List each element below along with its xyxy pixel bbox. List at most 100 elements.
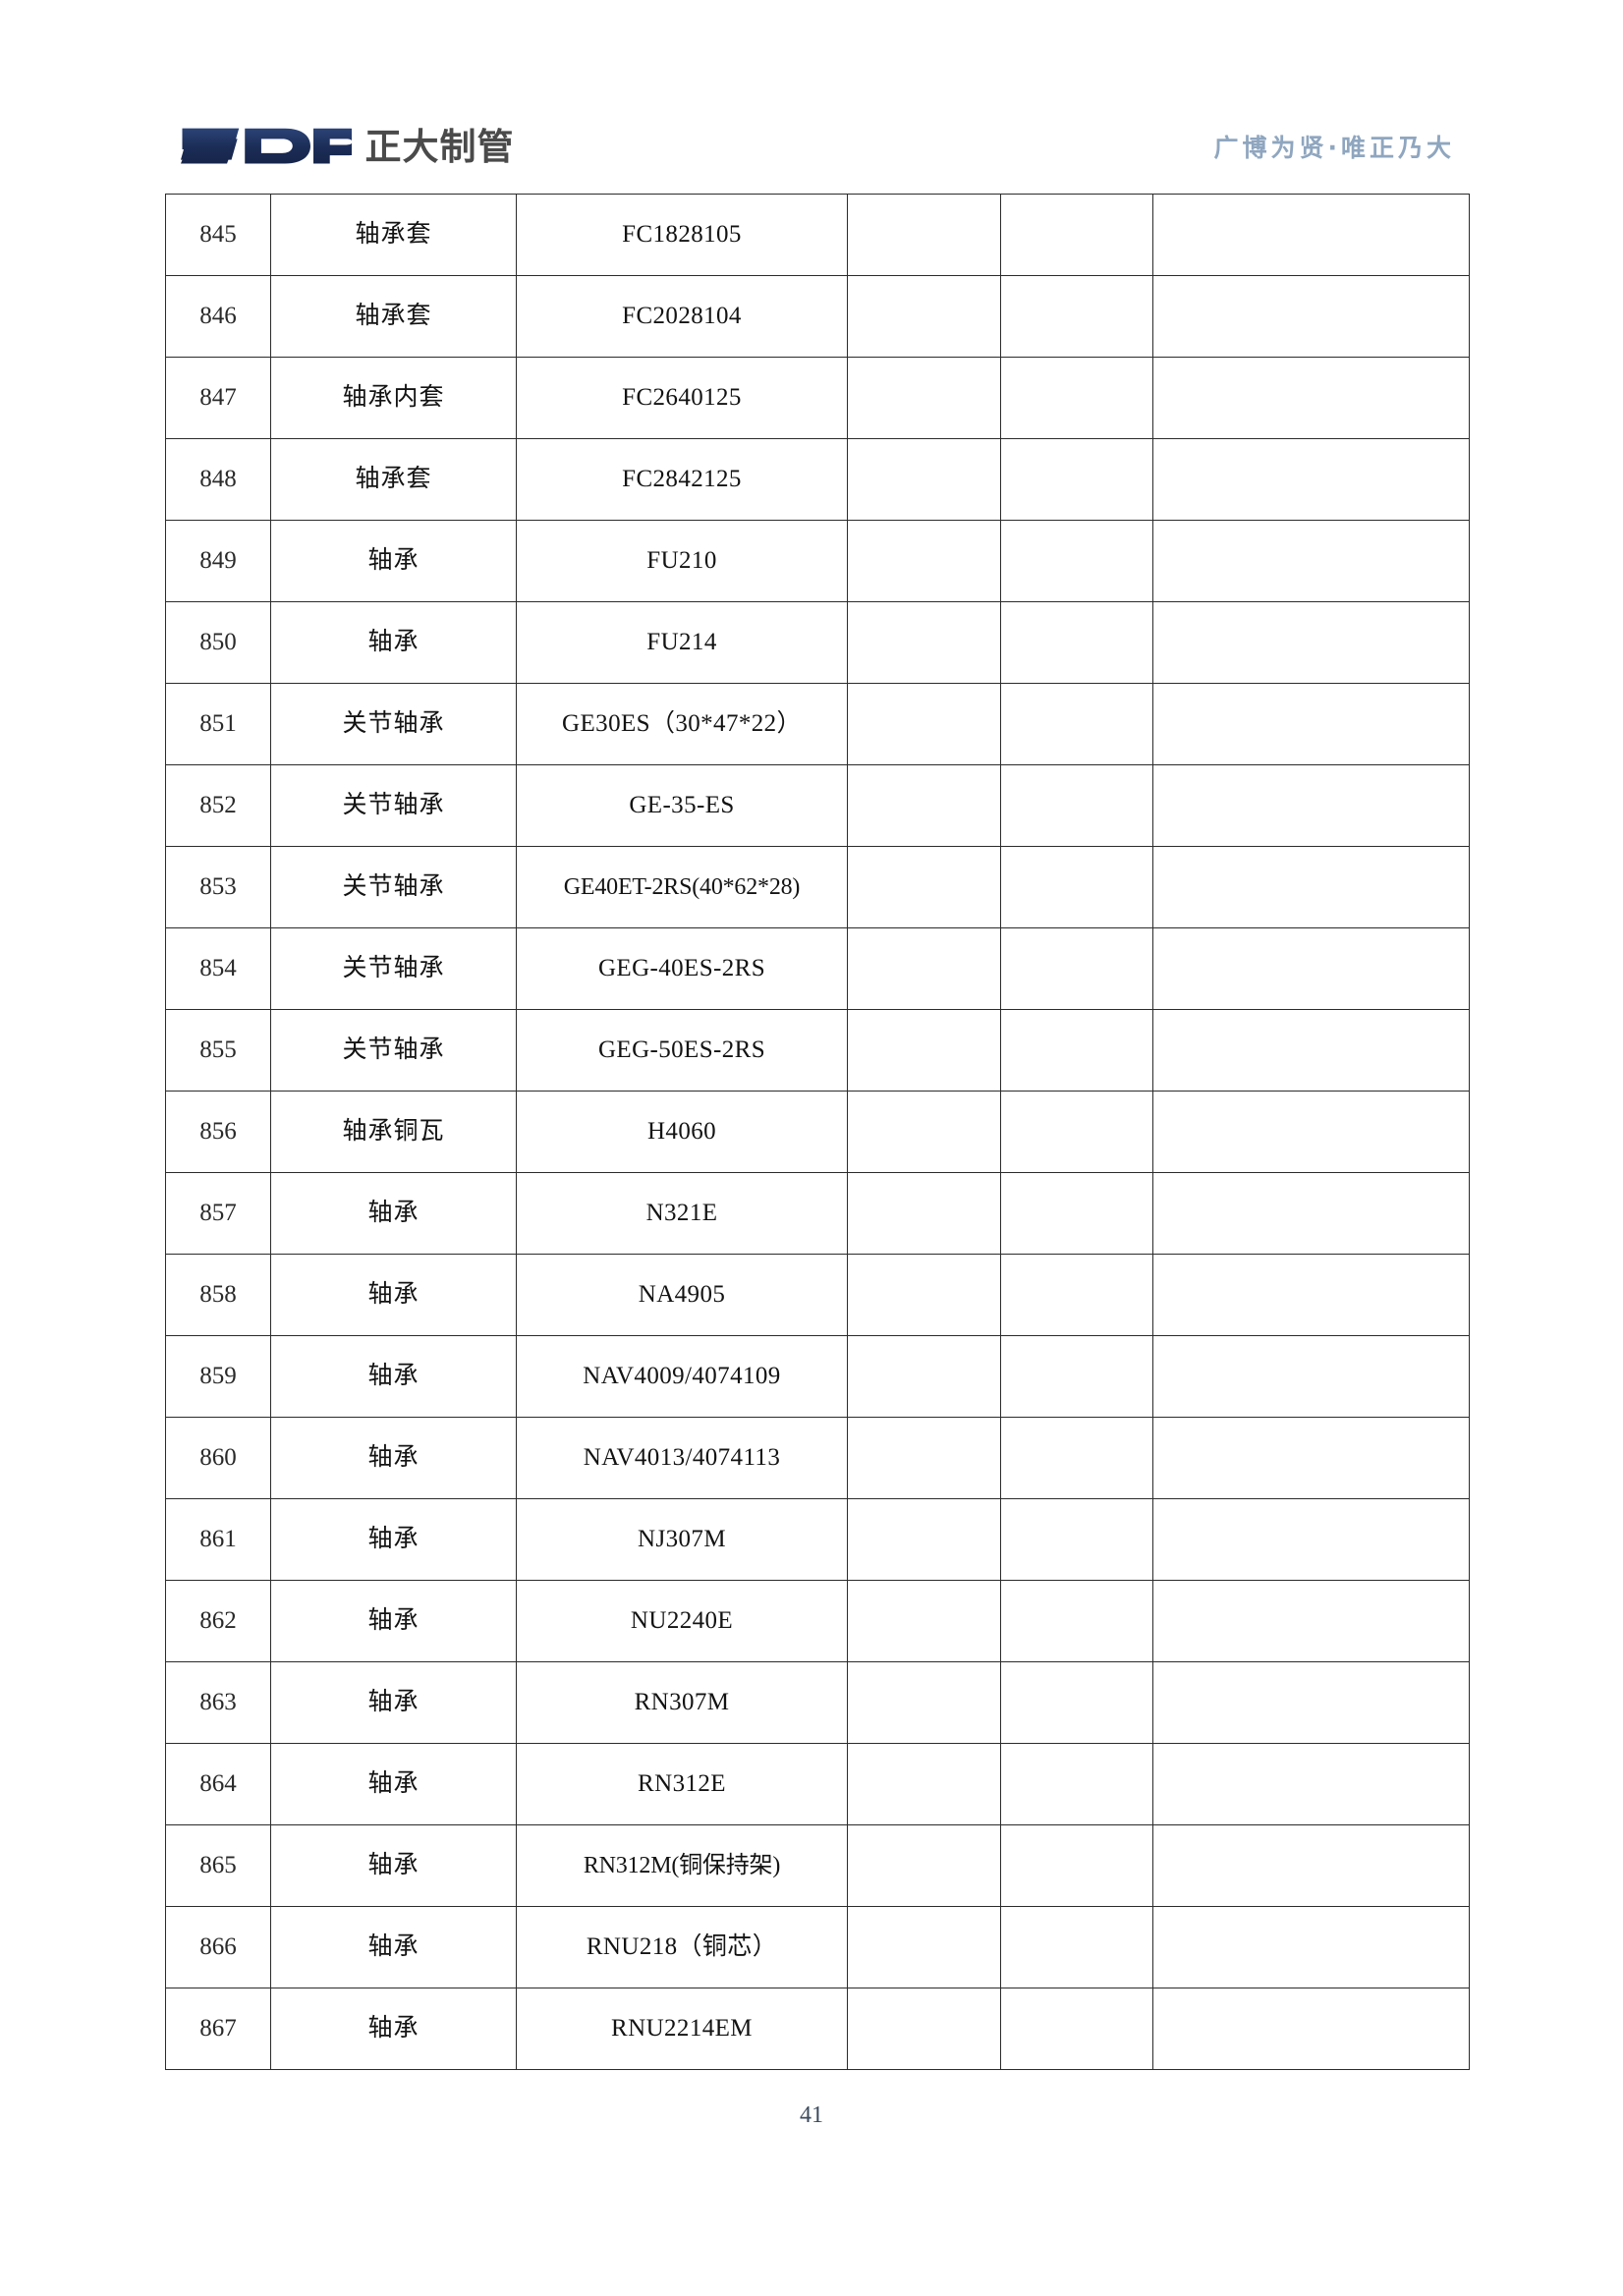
cell-empty-3 — [1152, 764, 1470, 847]
cell-empty-1 — [847, 194, 1001, 276]
cell-empty-2 — [1000, 1988, 1153, 2070]
cell-serial-number: 860 — [165, 1417, 271, 1499]
cell-part-name: 轴承套 — [270, 275, 517, 358]
part-model-text: FC1828105 — [622, 220, 742, 248]
part-name-text: 轴承 — [367, 2013, 420, 2043]
cell-empty-2 — [1000, 1172, 1153, 1255]
part-model-text: FU214 — [646, 628, 717, 655]
serial-number-text: 852 — [199, 791, 237, 818]
cell-part-model: NAV4013/4074113 — [516, 1417, 848, 1499]
part-model-text: N321E — [645, 1199, 718, 1226]
cell-serial-number: 852 — [165, 764, 271, 847]
table-row: 847 轴承内套 FC2640125 — [165, 357, 1470, 439]
cell-part-model: NA4905 — [516, 1254, 848, 1336]
part-name-text: 关节轴承 — [342, 871, 445, 901]
serial-number-text: 856 — [199, 1117, 237, 1145]
table-row: 857 轴承 N321E — [165, 1172, 1470, 1255]
cell-serial-number: 864 — [165, 1743, 271, 1825]
part-name-text: 关节轴承 — [342, 708, 445, 738]
serial-number-text: 866 — [199, 1932, 237, 1960]
cell-empty-1 — [847, 1172, 1001, 1255]
part-model-text: RNU2214EM — [611, 2014, 753, 2042]
cell-empty-3 — [1152, 846, 1470, 928]
cell-empty-1 — [847, 520, 1001, 602]
part-model-text: NA4905 — [638, 1280, 726, 1308]
cell-empty-1 — [847, 1988, 1001, 2070]
cell-part-name: 关节轴承 — [270, 846, 517, 928]
cell-empty-2 — [1000, 1091, 1153, 1173]
cell-empty-3 — [1152, 1091, 1470, 1173]
parts-table-container: 845 轴承套 FC1828105 846 轴承套 FC2028104 — [165, 194, 1470, 2070]
serial-number-text: 860 — [199, 1443, 237, 1471]
serial-number-text: 853 — [199, 872, 237, 900]
table-row: 852 关节轴承 GE-35-ES — [165, 764, 1470, 847]
table-row: 861 轴承 NJ307M — [165, 1498, 1470, 1581]
parts-table: 845 轴承套 FC1828105 846 轴承套 FC2028104 — [165, 194, 1470, 2070]
cell-empty-3 — [1152, 520, 1470, 602]
part-name-text: 轴承内套 — [342, 382, 445, 412]
part-model-text: NU2240E — [630, 1606, 734, 1634]
cell-empty-3 — [1152, 1009, 1470, 1092]
cell-part-model: FC2842125 — [516, 438, 848, 521]
cell-empty-3 — [1152, 1906, 1470, 1988]
cell-empty-2 — [1000, 1009, 1153, 1092]
cell-serial-number: 854 — [165, 927, 271, 1010]
table-row: 859 轴承 NAV4009/4074109 — [165, 1335, 1470, 1418]
part-model-text: FC2842125 — [622, 465, 742, 492]
cell-part-model: GEG-50ES-2RS — [516, 1009, 848, 1092]
table-row: 846 轴承套 FC2028104 — [165, 275, 1470, 358]
cell-empty-1 — [847, 927, 1001, 1010]
cell-serial-number: 861 — [165, 1498, 271, 1581]
cell-empty-3 — [1152, 357, 1470, 439]
part-model-text: NAV4013/4074113 — [583, 1443, 781, 1471]
part-model-text: GEG-50ES-2RS — [597, 1036, 766, 1063]
company-tagline: 广博为贤·唯正乃大 — [1213, 134, 1455, 162]
cell-empty-1 — [847, 764, 1001, 847]
cell-empty-3 — [1152, 1254, 1470, 1336]
cell-serial-number: 863 — [165, 1661, 271, 1744]
cell-empty-1 — [847, 1254, 1001, 1336]
cell-part-name: 关节轴承 — [270, 927, 517, 1010]
part-model-text: RNU218（铜芯） — [586, 1932, 778, 1960]
table-row: 845 轴承套 FC1828105 — [165, 194, 1470, 276]
cell-empty-2 — [1000, 438, 1153, 521]
part-name-text: 轴承套 — [355, 464, 432, 493]
cell-part-model: NU2240E — [516, 1580, 848, 1662]
part-name-text: 轴承 — [367, 1524, 420, 1553]
cell-empty-3 — [1152, 1661, 1470, 1744]
cell-serial-number: 853 — [165, 846, 271, 928]
table-row: 856 轴承铜瓦 H4060 — [165, 1091, 1470, 1173]
cell-empty-1 — [847, 601, 1001, 684]
cell-empty-2 — [1000, 1661, 1153, 1744]
table-row: 865 轴承 RN312M(铜保持架) — [165, 1824, 1470, 1907]
cell-empty-1 — [847, 275, 1001, 358]
cell-part-name: 轴承 — [270, 601, 517, 684]
part-model-text: GEG-40ES-2RS — [597, 954, 766, 981]
cell-empty-3 — [1152, 1417, 1470, 1499]
part-model-text: NAV4009/4074109 — [583, 1362, 781, 1389]
serial-number-text: 857 — [199, 1199, 237, 1226]
cell-serial-number: 849 — [165, 520, 271, 602]
serial-number-text: 850 — [199, 628, 237, 655]
cell-empty-1 — [847, 1824, 1001, 1907]
table-row: 863 轴承 RN307M — [165, 1661, 1470, 1744]
table-row: 860 轴承 NAV4013/4074113 — [165, 1417, 1470, 1499]
cell-part-name: 轴承 — [270, 1417, 517, 1499]
part-model-text: RN312M(铜保持架) — [583, 1852, 781, 1878]
cell-serial-number: 867 — [165, 1988, 271, 2070]
cell-empty-2 — [1000, 1498, 1153, 1581]
cell-empty-1 — [847, 1661, 1001, 1744]
cell-serial-number: 865 — [165, 1824, 271, 1907]
cell-serial-number: 850 — [165, 601, 271, 684]
parts-table-body: 845 轴承套 FC1828105 846 轴承套 FC2028104 — [165, 194, 1470, 2070]
cell-empty-2 — [1000, 1906, 1153, 1988]
part-name-text: 轴承 — [367, 1850, 420, 1879]
cell-empty-1 — [847, 1091, 1001, 1173]
table-row: 855 关节轴承 GEG-50ES-2RS — [165, 1009, 1470, 1092]
cell-part-model: RN307M — [516, 1661, 848, 1744]
cell-part-name: 轴承 — [270, 1824, 517, 1907]
cell-serial-number: 855 — [165, 1009, 271, 1092]
cell-part-name: 轴承 — [270, 1580, 517, 1662]
part-name-text: 轴承 — [367, 1442, 420, 1472]
cell-empty-2 — [1000, 683, 1153, 765]
